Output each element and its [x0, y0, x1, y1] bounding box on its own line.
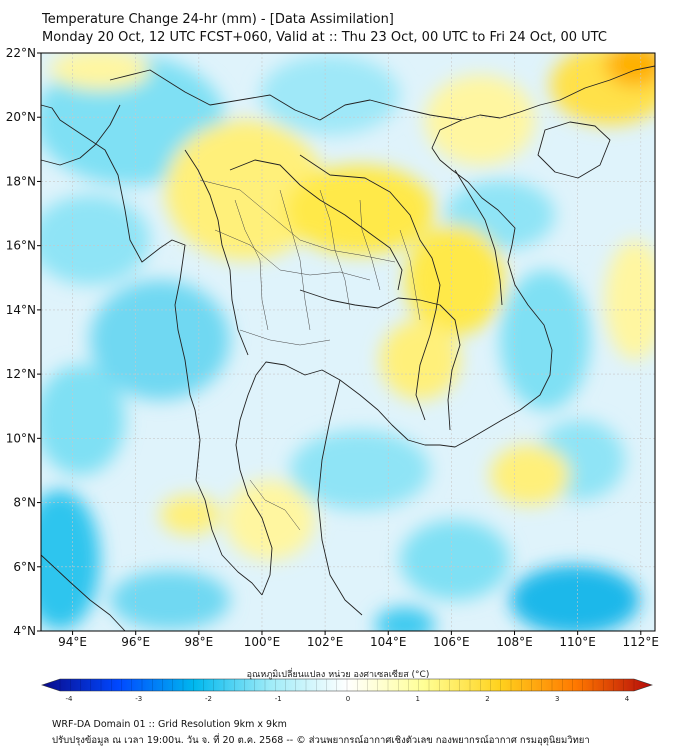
lat-tick-label: 18°N [6, 174, 36, 188]
colorbar-tick-label: 1 [416, 695, 420, 703]
lat-tick-label: 8°N [13, 496, 36, 510]
border-thailand-cambodia [299, 289, 461, 431]
longitude-axis: 94°E 96°E 98°E 100°E 102°E 104°E 106°E 108°E 110… [58, 631, 659, 649]
border-china-north [109, 69, 463, 121]
border-thailand-laos [229, 159, 403, 291]
colorbar-tick-label: -4 [66, 695, 74, 703]
coast-bay-of-bengal [40, 104, 263, 596]
lat-tick-label: 10°N [6, 431, 36, 445]
coast-malay-east [317, 379, 363, 616]
colorbar-label: อุณหภูมิเปลี่ยนแปลง หน่วย องศาเซลเซียส (… [246, 670, 430, 680]
lat-tick-label: 22°N [6, 46, 36, 60]
colorbar-ticks: -4 -3 -2 -1 0 1 2 3 4 [59, 679, 635, 703]
border-myanmar-india [40, 104, 121, 166]
colorbar-tick-label: 0 [346, 695, 350, 703]
border-myanmar-thailand [184, 149, 249, 356]
border-laos-vietnam [454, 169, 503, 306]
lon-tick-label: 104°E [370, 635, 407, 649]
river-mekong [299, 154, 441, 421]
graticule [41, 53, 655, 631]
lat-tick-label: 20°N [6, 110, 36, 124]
coast-gulf-of-thailand [235, 119, 553, 596]
lon-tick-label: 110°E [559, 635, 596, 649]
lon-tick-label: 102°E [307, 635, 344, 649]
chart-subtitle: Monday 20 Oct, 12 UTC FCST+060, Valid at… [42, 30, 607, 45]
colorbar-tick-label: 2 [485, 695, 489, 703]
lat-tick-label: 4°N [13, 624, 36, 638]
coast-sumatra [40, 554, 126, 632]
hainan-island [537, 121, 611, 179]
temperature-field [41, 53, 655, 631]
province-boundaries [199, 179, 421, 531]
coastlines [40, 65, 656, 632]
lat-tick-label: 12°N [6, 367, 36, 381]
footer-line-1: WRF-DA Domain 01 :: Grid Resolution 9km … [52, 719, 287, 730]
colorbar-tick-label: -3 [135, 695, 142, 703]
lat-tick-label: 14°N [6, 303, 36, 317]
lat-tick-label: 6°N [13, 560, 36, 574]
colorbar: -4 -3 -2 -1 0 1 2 3 4 [41, 678, 653, 703]
colorbar-tick-label: -1 [275, 695, 282, 703]
lon-tick-label: 112°E [623, 635, 660, 649]
chart-title: Temperature Change 24-hr (mm) - [Data As… [42, 12, 394, 27]
lon-tick-label: 98°E [184, 635, 213, 649]
footer-line-2: ปรับปรุงข้อมูล ณ เวลา 19:00น. วัน จ. ที่… [52, 735, 590, 746]
lat-tick-label: 16°N [6, 239, 36, 253]
coast-gulf-of-tonkin [461, 65, 656, 121]
latitude-axis: 22°N 20°N 18°N 16°N 14°N 12°N 10°N 8°N 6°N 4°N [6, 46, 41, 638]
colorbar-tick-label: 3 [555, 695, 559, 703]
lon-tick-label: 100°E [244, 635, 281, 649]
colorbar-tick-label: -2 [205, 695, 212, 703]
lon-tick-label: 94°E [58, 635, 87, 649]
lon-tick-label: 96°E [121, 635, 150, 649]
lon-tick-label: 106°E [433, 635, 470, 649]
map-frame [40, 52, 656, 632]
lon-tick-label: 108°E [496, 635, 533, 649]
colorbar-bar [41, 678, 653, 692]
colorbar-tick-label: 4 [625, 695, 630, 703]
